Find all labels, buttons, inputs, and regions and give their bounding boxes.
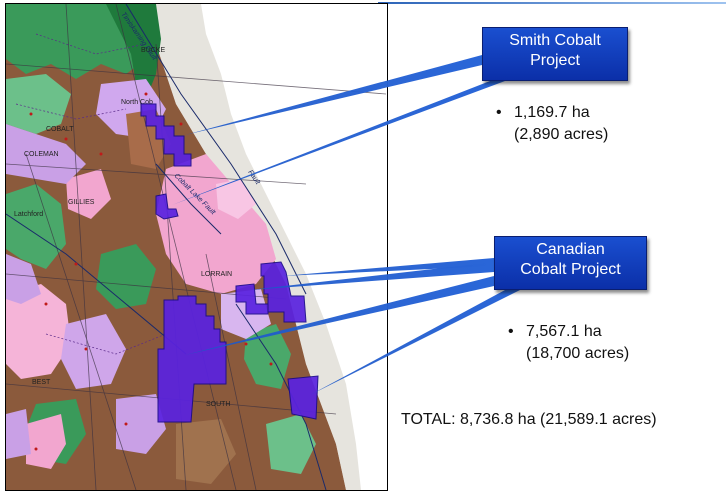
green-unit-4: [6, 184, 66, 269]
green-unit-1: [6, 4, 146, 79]
lavender-unit-1: [6, 124, 86, 184]
label-south-lorrain: SOUTH: [206, 401, 231, 408]
contact-lines: [15, 33, 167, 355]
header-accent-line: [378, 2, 726, 4]
label-gillies: GILLIES: [68, 199, 95, 206]
label-north-cobalt: North Cob: [121, 99, 153, 106]
tan-unit-2: [176, 419, 236, 484]
label-best: BEST: [32, 379, 51, 386]
smith-area-info: • 1,169.7 ha (2,890 acres): [496, 102, 609, 146]
canadian-title-line1: Canadian: [536, 241, 605, 258]
canadian-cobalt-project-box: Canadian Cobalt Project: [494, 236, 647, 290]
geology-map-canvas: COBALT COLEMAN North Cob GILLIES Latchfo…: [6, 4, 387, 490]
smith-cobalt-project-box: Smith Cobalt Project: [482, 27, 628, 81]
green-unit-5: [96, 244, 156, 309]
label-lorrain: LORRAIN: [201, 271, 232, 278]
lavender-unit-4: [61, 314, 126, 389]
green-unit-3: [6, 74, 71, 134]
total-area: TOTAL: 8,736.8 ha (21,589.1 acres): [401, 411, 657, 428]
geology-map: COBALT COLEMAN North Cob GILLIES Latchfo…: [5, 3, 388, 491]
green-unit-9: [266, 414, 316, 474]
smith-title-line1: Smith Cobalt: [509, 32, 601, 49]
smith-bullet: •: [496, 104, 502, 121]
canadian-bullet: •: [508, 323, 514, 340]
lavender-unit-7: [6, 409, 31, 459]
lavender-unit-5: [116, 394, 166, 454]
canadian-area-ha: 7,567.1 ha: [526, 323, 602, 340]
canadian-title-line2: Cobalt Project: [520, 261, 621, 278]
smith-area-ha: 1,169.7 ha: [514, 104, 590, 121]
smith-area-acres: (2,890 acres): [514, 126, 609, 143]
label-cobalt: COBALT: [46, 126, 74, 133]
pink-unit-2: [6, 284, 71, 379]
label-latchford: Latchford: [14, 211, 43, 218]
pink-unit-3: [26, 414, 66, 469]
lavender-unit-3: [6, 254, 41, 304]
label-bucke: BUCKE: [141, 47, 165, 54]
smith-title-line2: Project: [530, 52, 580, 69]
canadian-area-acres: (18,700 acres): [526, 345, 630, 362]
canadian-area-info: • 7,567.1 ha (18,700 acres): [508, 321, 630, 365]
label-coleman: COLEMAN: [24, 151, 59, 158]
